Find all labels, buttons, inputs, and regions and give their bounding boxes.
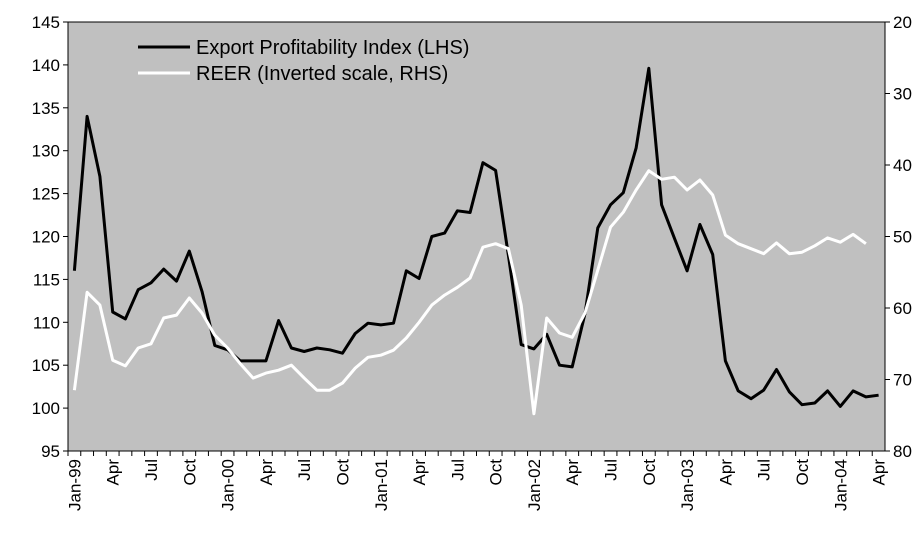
y-tick-label: 105 [32, 356, 60, 375]
x-tick-label: Jan-02 [525, 459, 544, 511]
y2-tick-label: 40 [893, 156, 912, 175]
legend-label: REER (Inverted scale, RHS) [196, 63, 448, 85]
x-tick-label: Jul [448, 459, 467, 481]
series-line [72, 66, 879, 408]
y2-tick-label: 80 [893, 442, 912, 461]
x-tick-label: Jul [602, 459, 621, 481]
series-line [72, 169, 867, 416]
y2-tick-label: 50 [893, 228, 912, 247]
x-tick-label: Jan-00 [219, 459, 238, 511]
x-tick-label: Jul [295, 459, 314, 481]
y-tick-label: 145 [32, 13, 60, 32]
x-tick-label: Apr [563, 459, 582, 486]
x-tick-label: Jul [142, 459, 161, 481]
x-tick-label: Oct [333, 459, 352, 486]
x-tick-label: Oct [793, 459, 812, 486]
y2-tick-label: 70 [893, 371, 912, 390]
y2-tick-label: 60 [893, 299, 912, 318]
x-tick-label: Jul [755, 459, 774, 481]
y-tick-label: 120 [32, 228, 60, 247]
y-tick-label: 140 [32, 56, 60, 75]
y2-tick-label: 30 [893, 85, 912, 104]
x-tick-label: Jan-01 [372, 459, 391, 511]
y-tick-label: 125 [32, 185, 60, 204]
y-tick-label: 100 [32, 399, 60, 418]
y-tick-label: 95 [41, 442, 60, 461]
y-tick-label: 130 [32, 142, 60, 161]
x-tick-label: Oct [640, 459, 659, 486]
legend-label: Export Profitability Index (LHS) [196, 37, 469, 59]
x-tick-label: Apr [257, 459, 276, 486]
x-tick-label: Jan-03 [678, 459, 697, 511]
x-tick-label: Apr [870, 459, 889, 486]
x-tick-label: Oct [180, 459, 199, 486]
y-tick-label: 115 [33, 270, 60, 289]
y2-tick-label: 20 [893, 13, 912, 32]
plot-area [67, 21, 886, 452]
x-tick-label: Apr [716, 459, 735, 486]
x-tick-label: Apr [104, 459, 123, 486]
y-tick-label: 110 [33, 313, 60, 332]
x-tick-label: Oct [487, 459, 506, 486]
y-tick-label: 135 [32, 99, 60, 118]
x-tick-label: Jan-04 [831, 459, 850, 511]
x-tick-label: Jan-99 [65, 459, 84, 511]
x-tick-label: Apr [410, 459, 429, 486]
